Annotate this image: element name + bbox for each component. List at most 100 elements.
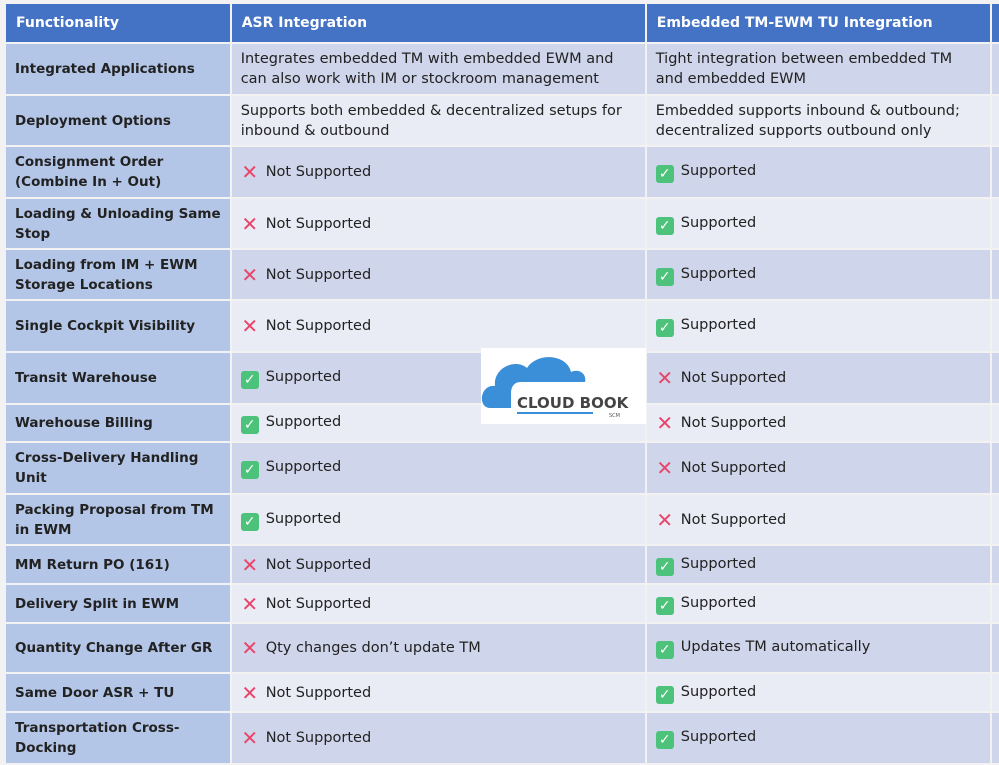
asr-cell: ✓ Supported bbox=[231, 443, 645, 493]
asr-cell: ✕ Not Supported bbox=[231, 250, 645, 299]
comparison-table: Functionality ASR Integration Embedded T… bbox=[4, 2, 999, 765]
tu-cell: ✓ Updates TM automatically bbox=[646, 624, 991, 672]
cell-text: Not Supported bbox=[265, 215, 372, 232]
check-mark-icon: ✓ bbox=[655, 216, 674, 235]
check-mark-icon: ✓ bbox=[240, 461, 259, 479]
functionality-cell: Transportation Cross-Docking bbox=[6, 713, 230, 763]
cell-text: Supported bbox=[680, 683, 757, 700]
cross-mark-icon: ✕ bbox=[241, 262, 259, 287]
tu-cell: ✓ Supported bbox=[646, 301, 991, 351]
cell-text: Delivery Split in EWM bbox=[15, 595, 180, 612]
functionality-cell: Integrated Applications bbox=[6, 44, 230, 94]
asr-cell: ✕ Qty changes don’t update TM bbox=[231, 624, 645, 672]
check-mark-icon: ✓ bbox=[655, 641, 674, 659]
extra-cell bbox=[992, 44, 999, 94]
cloud-book-logo: CLOUD BOOK SCM bbox=[481, 348, 646, 424]
check-mark-icon: ✓ bbox=[240, 416, 259, 434]
cell-text: Loading & Unloading Same Stop bbox=[15, 205, 221, 242]
cell-text: Not Supported bbox=[680, 415, 787, 431]
tu-cell: ✓ Supported bbox=[646, 250, 991, 299]
table-row: Quantity Change After GR ✕ Qty changes don… bbox=[6, 624, 999, 672]
table-row: Cross-Delivery Handling Unit ✓ Supported ✕ N… bbox=[6, 443, 999, 493]
check-mark-icon: ✓ bbox=[655, 165, 674, 183]
cell-text: Not Supported bbox=[265, 595, 372, 612]
cell-text: Not Supported bbox=[265, 164, 372, 180]
header-row: Functionality ASR Integration Embedded T… bbox=[6, 4, 999, 42]
functionality-cell: Cross-Delivery Handling Unit bbox=[6, 443, 230, 493]
cell-text: Supported bbox=[680, 163, 757, 179]
cell-text: Supported bbox=[680, 265, 757, 282]
cross-mark-icon: ✕ bbox=[656, 366, 674, 390]
tu-cell: ✓ Supported bbox=[646, 585, 991, 622]
tu-cell: Embedded supports inbound & outbound; de… bbox=[646, 96, 991, 145]
functionality-cell: Delivery Split in EWM bbox=[6, 585, 230, 622]
tu-cell: ✓ Supported bbox=[646, 713, 991, 763]
asr-cell: ✕ Not Supported bbox=[231, 546, 645, 583]
extra-cell bbox=[992, 353, 999, 403]
functionality-cell: Same Door ASR + TU bbox=[6, 674, 230, 711]
tu-cell: ✓ Supported bbox=[646, 674, 991, 711]
cell-text: Not Supported bbox=[265, 318, 372, 334]
cell-text: Not Supported bbox=[680, 460, 787, 476]
cross-mark-icon: ✕ bbox=[656, 507, 674, 532]
check-mark-icon: ✓ bbox=[655, 557, 674, 576]
extra-cell bbox=[992, 546, 999, 583]
cell-text: Supported bbox=[680, 594, 757, 611]
functionality-cell: Deployment Options bbox=[6, 96, 230, 145]
cross-mark-icon: ✕ bbox=[656, 456, 674, 480]
extra-cell bbox=[992, 147, 999, 197]
table-row: Same Door ASR + TU ✕ Not Supported ✓ Support… bbox=[6, 674, 999, 711]
cell-text: Integrated Applications bbox=[15, 61, 195, 77]
header-functionality: Functionality bbox=[6, 4, 230, 42]
cell-text: Supported bbox=[680, 555, 757, 572]
cell-text: Tight integration between embedded TM an… bbox=[655, 51, 953, 87]
cross-mark-icon: ✕ bbox=[241, 591, 259, 616]
table-row: Transportation Cross-Docking ✕ Not Support… bbox=[6, 713, 999, 763]
cell-text: Transit Warehouse bbox=[15, 370, 157, 386]
tu-cell: Tight integration between embedded TM an… bbox=[646, 44, 991, 94]
functionality-cell: Quantity Change After GR bbox=[6, 624, 230, 672]
extra-cell bbox=[992, 624, 999, 672]
extra-cell bbox=[992, 713, 999, 763]
cell-text: Not Supported bbox=[265, 684, 372, 701]
functionality-cell: Consignment Order (Combine In + Out) bbox=[6, 147, 230, 197]
cell-text: Same Door ASR + TU bbox=[15, 684, 175, 701]
functionality-cell: Single Cockpit Visibility bbox=[6, 301, 230, 351]
extra-cell bbox=[992, 443, 999, 493]
asr-cell: ✕ Not Supported bbox=[231, 713, 645, 763]
asr-cell: Supports both embedded & decentralized s… bbox=[231, 96, 645, 145]
asr-cell: ✕ Not Supported bbox=[231, 147, 645, 197]
functionality-cell: Transit Warehouse bbox=[6, 353, 230, 403]
table-row: Loading & Unloading Same Stop ✕ Not Suppor… bbox=[6, 199, 999, 248]
check-mark-icon: ✓ bbox=[655, 596, 674, 615]
table-row: Packing Proposal from TM in EWM ✓ Supporte… bbox=[6, 495, 999, 544]
asr-cell: ✕ Not Supported bbox=[231, 674, 645, 711]
cross-mark-icon: ✕ bbox=[241, 160, 259, 184]
extra-cell bbox=[992, 96, 999, 145]
check-mark-icon: ✓ bbox=[655, 685, 674, 704]
cell-text: Updates TM automatically bbox=[680, 639, 871, 655]
cross-mark-icon: ✕ bbox=[241, 211, 259, 236]
logo-sub: SCM bbox=[609, 413, 620, 419]
header-asr: ASR Integration bbox=[231, 4, 645, 42]
table-row: Loading from IM + EWM Storage Locations ✕… bbox=[6, 250, 999, 299]
table-row: Single Cockpit Visibility ✕ Not Supported ✓… bbox=[6, 301, 999, 351]
tu-cell: ✕ Not Supported bbox=[646, 495, 991, 544]
cell-text: Not Supported bbox=[680, 370, 787, 386]
functionality-cell: Loading from IM + EWM Storage Locations bbox=[6, 250, 230, 299]
cell-text: Cross-Delivery Handling Unit bbox=[15, 450, 199, 486]
tu-cell: ✓ Supported bbox=[646, 546, 991, 583]
tu-cell: ✓ Supported bbox=[646, 147, 991, 197]
asr-cell: Integrates embedded TM with embedded EWM… bbox=[231, 44, 645, 94]
cross-mark-icon: ✕ bbox=[241, 680, 259, 705]
cell-text: Qty changes don’t update TM bbox=[265, 640, 481, 656]
table-row: Consignment Order (Combine In + Out) ✕ Not… bbox=[6, 147, 999, 197]
cell-text: Warehouse Billing bbox=[15, 415, 153, 431]
cross-mark-icon: ✕ bbox=[241, 726, 259, 750]
check-mark-icon: ✓ bbox=[655, 731, 674, 749]
extra-cell bbox=[992, 585, 999, 622]
cell-text: Quantity Change After GR bbox=[15, 640, 213, 656]
cell-text: Packing Proposal from TM in EWM bbox=[15, 501, 214, 538]
functionality-cell: Warehouse Billing bbox=[6, 405, 230, 441]
asr-cell: ✕ Not Supported bbox=[231, 199, 645, 248]
